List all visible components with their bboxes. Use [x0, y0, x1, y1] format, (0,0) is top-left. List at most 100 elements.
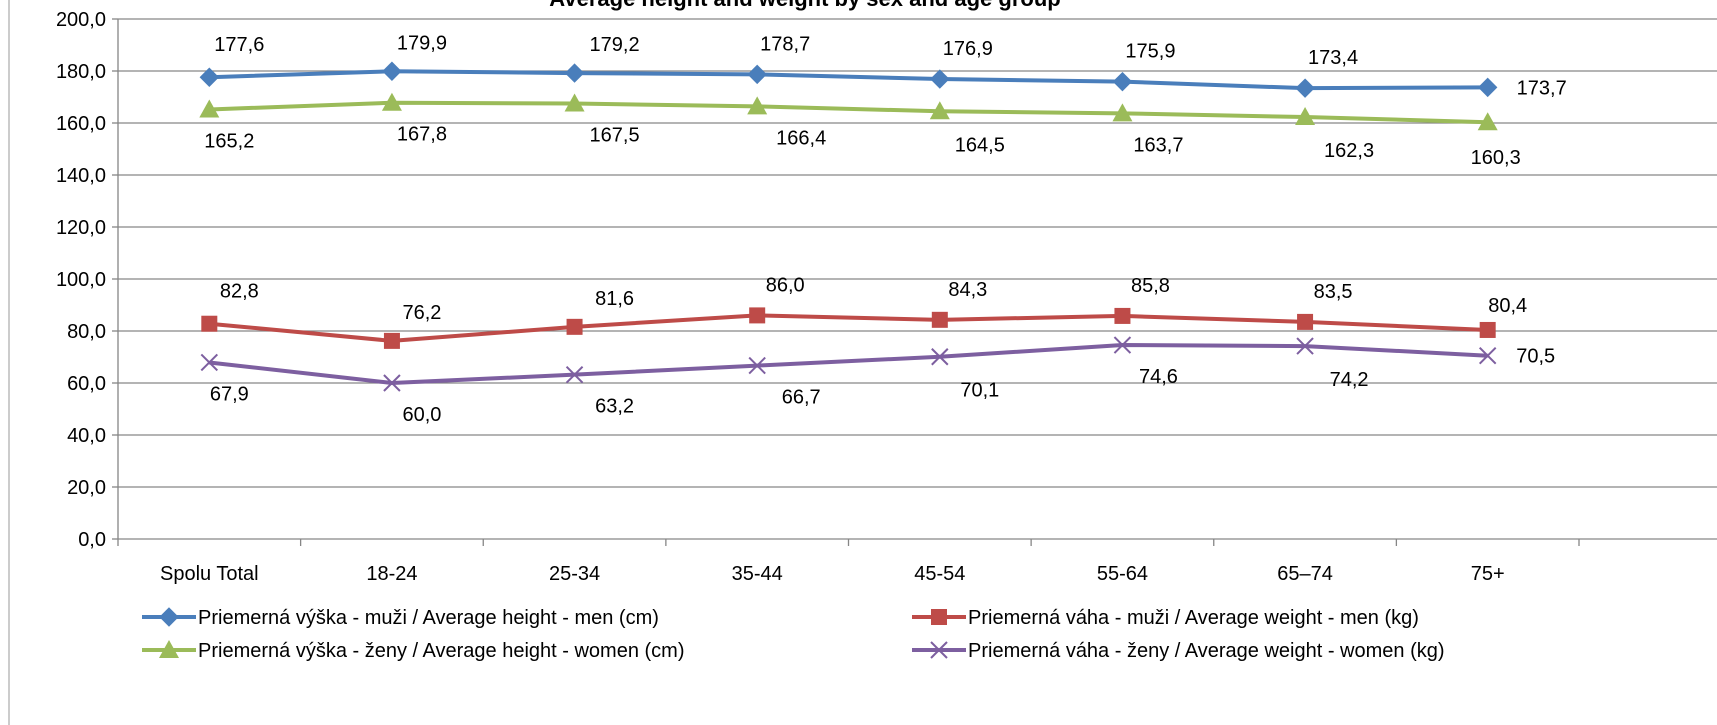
- y-tick-label: 20,0: [67, 477, 106, 499]
- x-tick-label: 65–74: [1277, 563, 1333, 585]
- data-point-marker: [201, 315, 218, 332]
- data-label: 173,4: [1308, 47, 1358, 69]
- legend-item: Priemerná váha - ženy / Average weight -…: [912, 640, 1445, 662]
- series-0: [199, 61, 1498, 98]
- data-label: 167,8: [397, 124, 447, 146]
- x-tick-label: 25-34: [549, 563, 600, 585]
- y-tick-label: 120,0: [56, 217, 106, 239]
- legend-item: Priemerná výška - ženy / Average height …: [142, 640, 684, 662]
- data-point-marker: [564, 93, 585, 112]
- data-point-marker: [1112, 71, 1133, 92]
- x-tick-label: 75+: [1471, 563, 1505, 585]
- data-label: 179,2: [590, 34, 640, 56]
- y-tick-label: 140,0: [56, 165, 106, 187]
- data-label: 86,0: [766, 274, 805, 296]
- data-point-marker: [565, 365, 584, 384]
- legend-item: Priemerná výška - muži / Average height …: [142, 607, 659, 629]
- data-point-marker: [747, 64, 767, 85]
- data-point-marker: [159, 640, 179, 658]
- data-label: 67,9: [210, 383, 249, 405]
- data-point-marker: [1477, 112, 1498, 131]
- x-tick-label: 55-64: [1097, 563, 1148, 585]
- data-label: 82,8: [220, 281, 259, 303]
- data-label: 178,7: [760, 33, 810, 55]
- data-label: 76,2: [402, 302, 441, 324]
- data-label: 175,9: [1125, 41, 1175, 63]
- data-point-marker: [747, 96, 768, 115]
- x-tick-label: 18-24: [366, 563, 417, 585]
- data-point-marker: [1479, 321, 1496, 338]
- data-point-marker: [931, 609, 947, 625]
- data-point-marker: [1477, 77, 1498, 98]
- data-label: 81,6: [595, 288, 634, 310]
- data-label: 66,7: [782, 387, 821, 409]
- y-tick-label: 180,0: [56, 61, 106, 83]
- data-label: 84,3: [948, 279, 987, 301]
- data-label: 173,7: [1517, 77, 1567, 99]
- data-label: 85,8: [1131, 275, 1170, 297]
- data-point-marker: [930, 69, 950, 89]
- data-label: 83,5: [1314, 281, 1353, 303]
- data-point-marker: [383, 332, 400, 349]
- data-label: 60,0: [402, 404, 441, 426]
- data-point-marker: [383, 374, 401, 392]
- series-3: [200, 336, 1497, 392]
- series-line: [209, 343, 1488, 385]
- data-point-marker: [199, 67, 220, 87]
- y-tick-label: 100,0: [56, 269, 106, 291]
- legend-label: Priemerná váha - muži / Average weight -…: [968, 607, 1419, 629]
- series-line: [209, 313, 1488, 343]
- legend-label: Priemerná výška - muži / Average height …: [198, 607, 659, 629]
- data-label: 160,3: [1471, 147, 1521, 169]
- data-point-marker: [199, 99, 220, 118]
- data-point-marker: [564, 63, 585, 83]
- x-tick-label: 35-44: [732, 563, 783, 585]
- data-label: 177,6: [214, 34, 264, 56]
- data-point-marker: [381, 92, 402, 111]
- chart-title-layer: Average height and weight by sex and age…: [549, 0, 1060, 11]
- x-tick-label: Spolu Total: [160, 563, 259, 585]
- y-tick-label: 160,0: [56, 113, 106, 135]
- data-point-marker: [1114, 307, 1131, 324]
- data-label: 166,4: [776, 127, 826, 149]
- series-2: [201, 307, 1496, 349]
- data-point-marker: [159, 607, 179, 627]
- legend-label: Priemerná výška - ženy / Average height …: [198, 640, 684, 662]
- data-label: 74,2: [1330, 369, 1369, 391]
- data-point-marker: [748, 356, 766, 375]
- data-point-marker: [1112, 103, 1133, 122]
- series-1: [199, 92, 1498, 131]
- data-label: 74,6: [1139, 366, 1178, 388]
- data-point-marker: [1113, 336, 1132, 354]
- data-point-marker: [929, 101, 950, 120]
- chart-title: Average height and weight by sex and age…: [549, 0, 1060, 11]
- y-tick-label: 200,0: [56, 9, 106, 31]
- data-label: 167,5: [590, 125, 640, 147]
- data-label: 80,4: [1488, 295, 1527, 317]
- data-point-marker: [1296, 337, 1314, 355]
- data-label: 165,2: [204, 130, 254, 152]
- data-label: 63,2: [595, 396, 634, 418]
- data-point-marker: [1295, 78, 1315, 98]
- legend: Priemerná výška - muži / Average height …: [142, 607, 1445, 662]
- y-tick-label: 40,0: [67, 425, 106, 447]
- legend-item: Priemerná váha - muži / Average weight -…: [912, 607, 1419, 629]
- data-point-marker: [930, 641, 948, 659]
- data-label: 176,9: [943, 38, 993, 60]
- series-line: [209, 69, 1488, 91]
- series-line: [209, 100, 1488, 125]
- x-tick-label: 45-54: [914, 563, 965, 585]
- data-point-marker: [382, 61, 402, 81]
- data-label: 163,7: [1133, 134, 1183, 156]
- data-point-marker: [1295, 107, 1316, 126]
- data-point-marker: [200, 353, 219, 372]
- data-labels: 177,6 179,9 179,2 178,7 176,9 175,9 173,4 173,7…: [204, 32, 1566, 426]
- axes: 0,0 20,0 40,0 60,0 80,0 100,0 120,0 140,0 160,0 1…: [8, 0, 1717, 725]
- y-tick-label: 0,0: [78, 529, 106, 551]
- data-point-marker: [1478, 346, 1497, 365]
- series-lines: [199, 61, 1498, 392]
- data-label: 70,5: [1516, 346, 1555, 368]
- legend-label: Priemerná váha - ženy / Average weight -…: [968, 640, 1445, 662]
- data-point-marker: [749, 307, 766, 324]
